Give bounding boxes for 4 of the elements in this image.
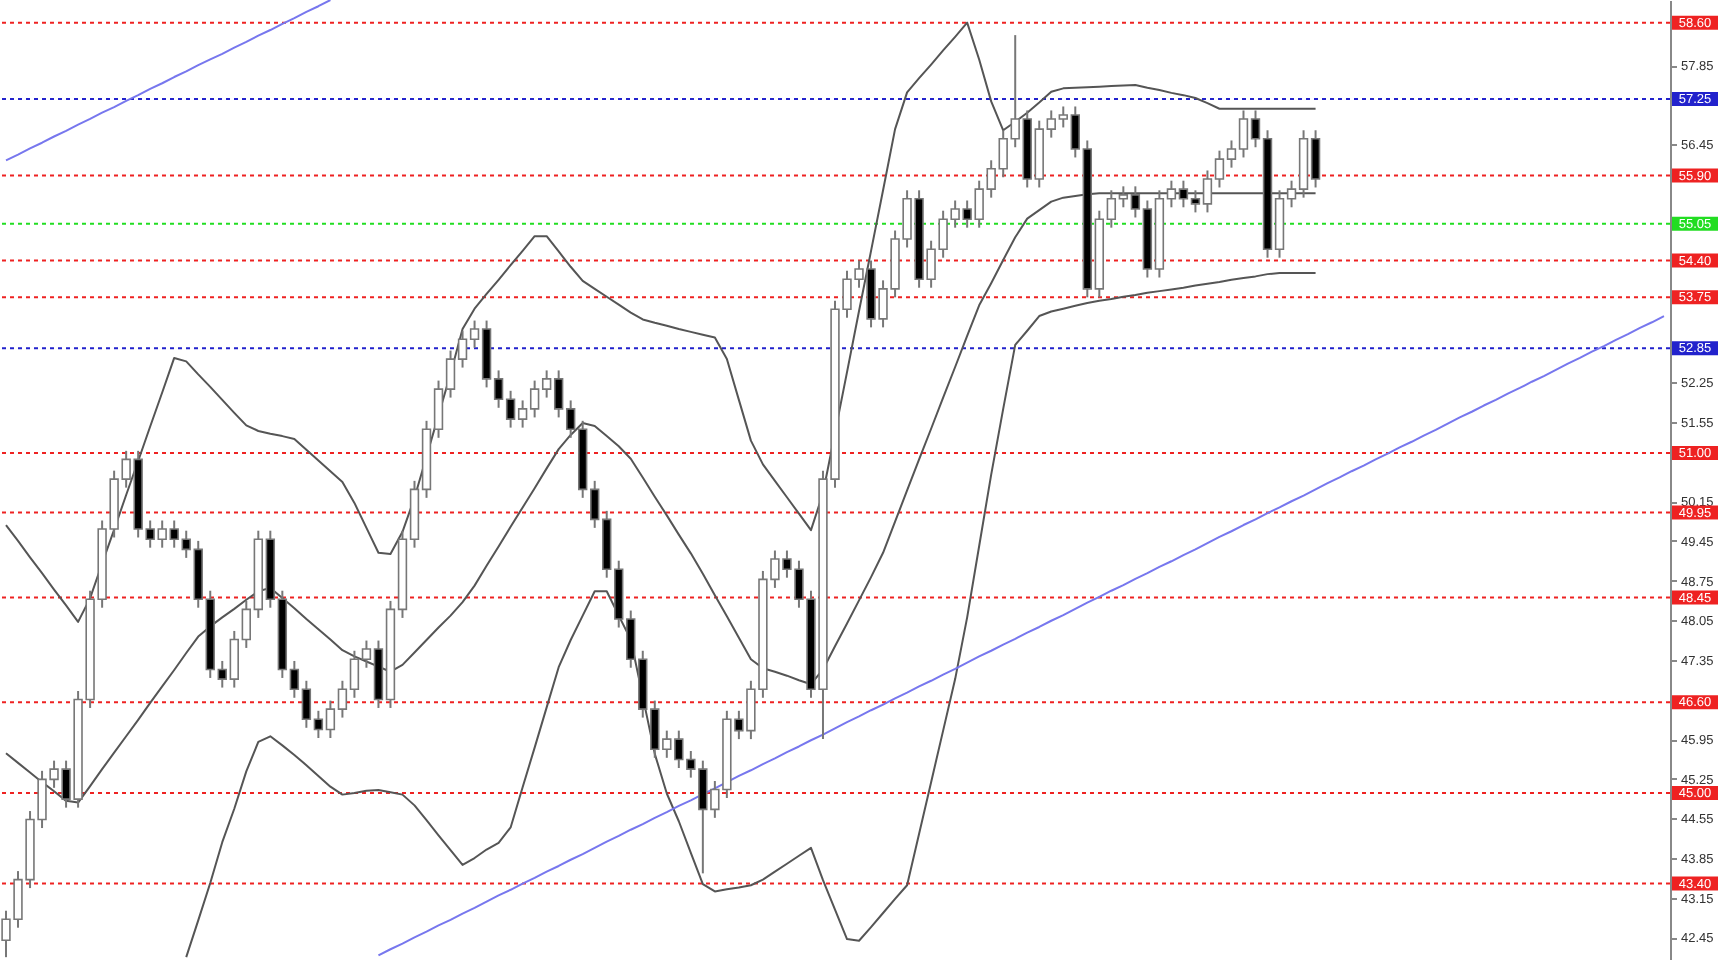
line-series — [5, 0, 332, 162]
line-series — [5, 21, 1317, 623]
line-series — [185, 271, 1317, 959]
line-series — [377, 315, 1665, 957]
